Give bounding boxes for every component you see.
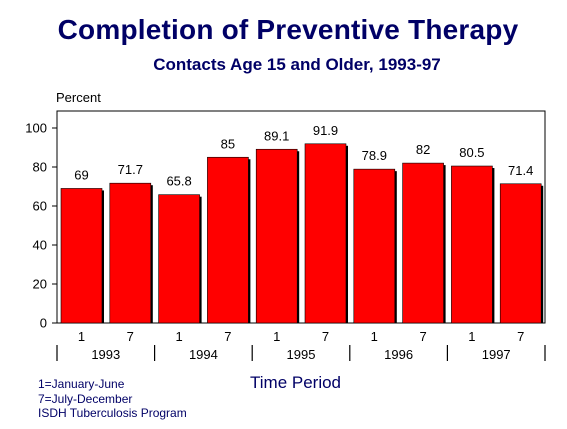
year-label: 1996 <box>384 347 413 362</box>
data-label: 78.9 <box>362 148 387 163</box>
x-tick-label: 1 <box>175 329 182 344</box>
year-label: 1993 <box>91 347 120 362</box>
data-label: 91.9 <box>313 123 338 138</box>
x-tick-label: 1 <box>371 329 378 344</box>
data-label: 69 <box>74 167 88 182</box>
year-label: 1994 <box>189 347 218 362</box>
bar <box>207 156 249 324</box>
y-tick-label: 80 <box>33 160 47 175</box>
year-label: 1995 <box>287 347 316 362</box>
x-tick-label: 1 <box>273 329 280 344</box>
y-tick-label: 100 <box>25 121 47 136</box>
footnotes: 1=January-June 7=July-December ISDH Tube… <box>38 377 187 421</box>
year-label: 1997 <box>482 347 511 362</box>
y-axis-label: Percent <box>56 90 101 105</box>
x-tick-label: 7 <box>322 329 329 344</box>
x-axis-label: Time Period <box>250 373 342 392</box>
bar <box>255 148 298 324</box>
y-tick-label: 60 <box>33 199 47 214</box>
y-tick-label: 0 <box>40 316 47 331</box>
footnote-period-1: 1=January-June <box>38 377 125 391</box>
footnote-period-7: 7=July-December <box>38 391 133 406</box>
chart-title: Completion of Preventive Therapy <box>57 14 519 45</box>
bar <box>109 182 152 324</box>
x-tick-label: 7 <box>224 329 231 344</box>
bar <box>499 183 542 324</box>
y-tick-label: 40 <box>33 238 47 253</box>
bar <box>60 188 103 324</box>
data-label: 89.1 <box>264 128 289 143</box>
x-tick-label: 1 <box>468 329 475 344</box>
x-tick-label: 7 <box>517 329 524 344</box>
chart-subtitle: Contacts Age 15 and Older, 1993-97 <box>153 55 441 74</box>
x-tick-label: 7 <box>127 329 134 344</box>
bar <box>451 165 493 324</box>
bar <box>304 143 347 324</box>
x-tick-label: 1 <box>78 329 85 344</box>
footnote-source: ISDH Tuberculosis Program <box>38 406 187 420</box>
data-label: 65.8 <box>166 174 191 189</box>
y-tick-label: 20 <box>33 277 47 292</box>
bar <box>353 168 396 324</box>
data-label: 82 <box>416 142 430 157</box>
bar <box>402 162 444 324</box>
data-label: 71.4 <box>508 163 533 178</box>
bar <box>158 194 200 324</box>
data-label: 71.7 <box>118 162 143 177</box>
data-label: 80.5 <box>459 145 484 160</box>
data-label: 85 <box>221 136 235 151</box>
x-tick-label: 7 <box>419 329 426 344</box>
